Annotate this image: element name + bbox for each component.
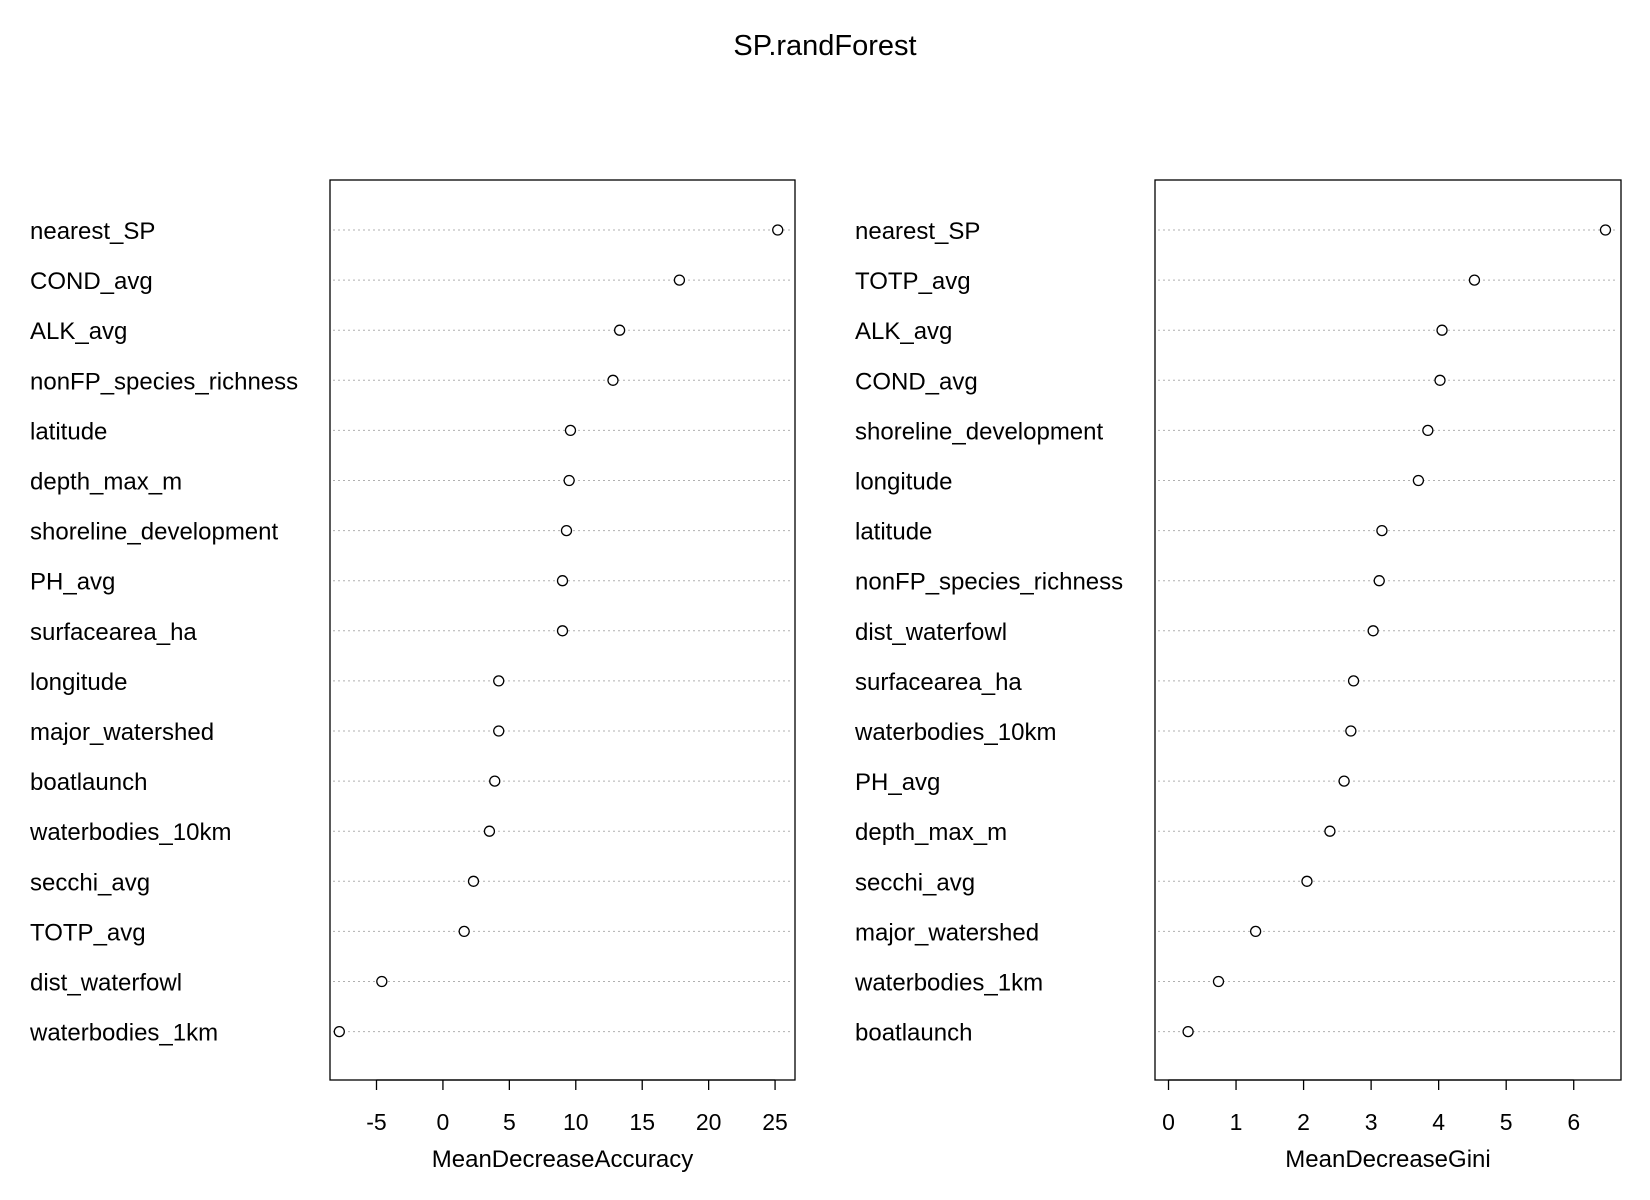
data-point <box>493 675 505 687</box>
x-tick-label: 0 <box>437 1109 450 1135</box>
variable-label: TOTP_avg <box>30 919 146 946</box>
data-point <box>613 324 626 336</box>
variable-label: latitude <box>855 519 932 546</box>
x-tick-label: 4 <box>1432 1109 1445 1135</box>
data-point <box>1338 775 1350 787</box>
data-point <box>772 224 784 236</box>
data-point <box>556 625 569 637</box>
x-tick-label: 3 <box>1365 1109 1378 1135</box>
variable-label: nearest_SP <box>30 218 155 245</box>
data-point <box>1212 975 1225 988</box>
data-point <box>1345 725 1357 737</box>
data-point <box>1434 374 1446 386</box>
variable-label: waterbodies_10km <box>854 719 1056 746</box>
variable-label: surfacearea_ha <box>855 669 1022 696</box>
variable-label: waterbodies_10km <box>29 819 231 846</box>
variable-label: ALK_avg <box>30 318 127 345</box>
variable-label: boatlaunch <box>855 1020 972 1047</box>
x-tick-label: 20 <box>696 1109 722 1135</box>
data-point <box>1412 474 1425 487</box>
variable-label: boatlaunch <box>30 769 147 796</box>
data-point <box>1376 524 1388 537</box>
variable-label: TOTP_avg <box>855 268 971 295</box>
variable-label: PH_avg <box>855 769 940 796</box>
variable-label: nearest_SP <box>855 218 980 245</box>
variable-label: COND_avg <box>855 368 978 395</box>
variable-label: surfacearea_ha <box>30 619 197 646</box>
data-point <box>458 925 470 938</box>
data-point <box>673 274 686 286</box>
data-point <box>1422 424 1434 437</box>
data-point <box>376 975 388 988</box>
x-tick-label: -5 <box>366 1109 386 1135</box>
panel-1: nearest_SP COND_avg ALK_avg nonFP_species_r… <box>29 179 796 1173</box>
data-point <box>467 875 480 887</box>
x-tick-label: 15 <box>629 1109 655 1135</box>
data-point <box>607 374 619 386</box>
data-point <box>1599 224 1612 236</box>
variable-label: longitude <box>30 669 127 696</box>
data-point <box>333 1025 345 1038</box>
variable-label: nonFP_species_richness <box>30 368 298 395</box>
variable-label: depth_max_m <box>30 469 182 496</box>
variable-label: major_watershed <box>855 919 1039 946</box>
x-tick-label: 0 <box>1162 1109 1175 1135</box>
chart-title: SP.randForest <box>733 30 916 62</box>
panel-2: nearest_SP TOTP_avg ALK_avg COND_avgshoreli… <box>854 179 1622 1173</box>
data-point <box>1324 825 1336 837</box>
data-point <box>564 424 577 437</box>
variable-label: waterbodies_1km <box>854 970 1043 997</box>
data-point <box>1468 274 1481 286</box>
data-point <box>1347 675 1360 687</box>
variable-label: dist_waterfowl <box>30 970 182 997</box>
x-axis-title: MeanDecreaseGini <box>1285 1146 1490 1173</box>
plot-frame <box>1154 179 1622 1081</box>
variable-label: COND_avg <box>30 268 153 295</box>
variable-label: shoreline_development <box>30 519 279 546</box>
variable-label: PH_avg <box>30 569 115 596</box>
data-point <box>493 725 505 737</box>
variable-label: major_watershed <box>30 719 214 746</box>
data-point <box>1301 875 1313 887</box>
x-axis-title: MeanDecreaseAccuracy <box>432 1146 693 1173</box>
variable-label: secchi_avg <box>30 869 150 896</box>
variable-label: nonFP_species_richness <box>855 569 1123 596</box>
variable-label: depth_max_m <box>855 819 1007 846</box>
variable-label: longitude <box>855 469 952 496</box>
variable-label: ALK_avg <box>855 318 952 345</box>
variable-label: waterbodies_1km <box>29 1020 218 1047</box>
data-point <box>489 775 501 787</box>
data-point <box>1367 625 1379 637</box>
data-point <box>483 825 496 837</box>
data-point <box>1182 1025 1194 1038</box>
panels: nearest_SP COND_avg ALK_avg nonFP_species_r… <box>29 179 1622 1173</box>
variable-label: latitude <box>30 418 107 445</box>
data-point <box>1249 925 1262 938</box>
x-tick-label: 5 <box>1500 1109 1513 1135</box>
data-point <box>556 575 569 587</box>
x-tick-label: 10 <box>563 1109 589 1135</box>
variable-label: shoreline_development <box>855 418 1104 445</box>
x-tick-label: 5 <box>503 1109 516 1135</box>
data-point <box>563 474 575 487</box>
x-tick-label: 25 <box>762 1109 788 1135</box>
variable-label: dist_waterfowl <box>855 619 1007 646</box>
x-tick-label: 6 <box>1567 1109 1580 1135</box>
data-point <box>560 524 573 537</box>
x-tick-label: 1 <box>1230 1109 1243 1135</box>
variable-label: secchi_avg <box>855 869 975 896</box>
data-point <box>1373 575 1385 587</box>
x-tick-label: 2 <box>1297 1109 1310 1135</box>
data-point <box>1436 324 1448 336</box>
